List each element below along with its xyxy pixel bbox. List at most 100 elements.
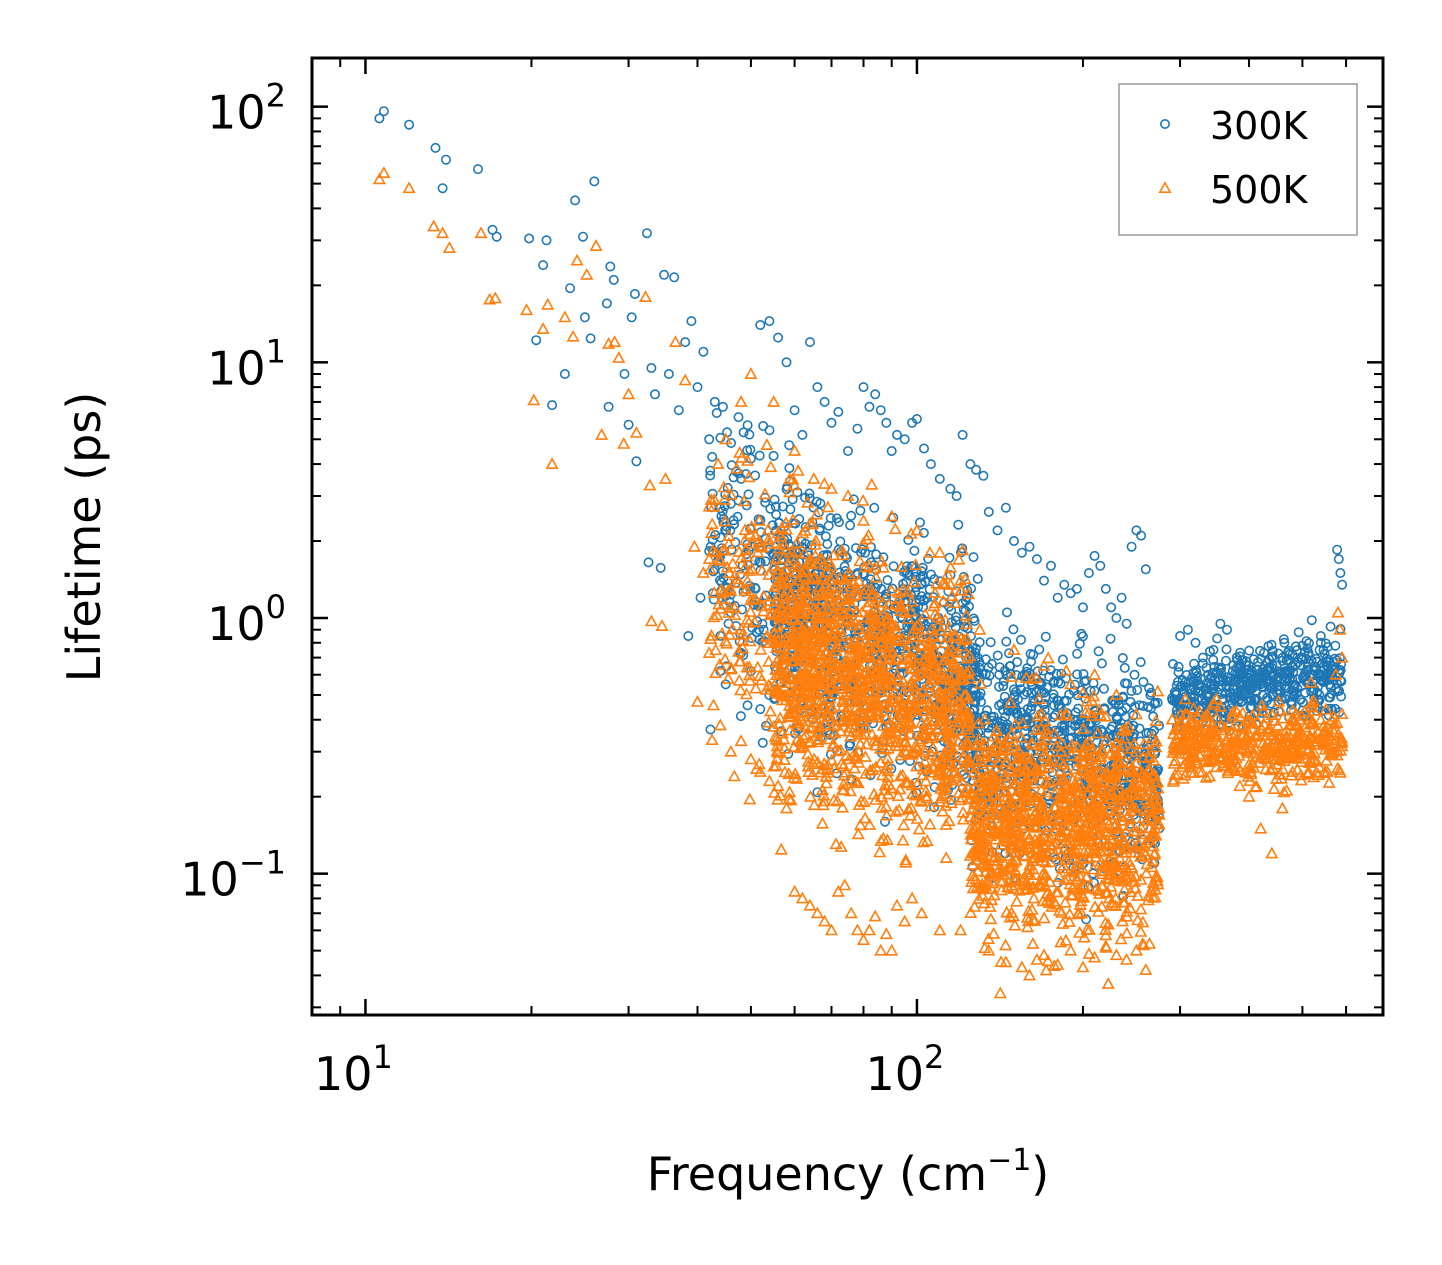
point-300K [1001, 607, 1012, 618]
point-300K [948, 758, 959, 769]
point-300K [1111, 612, 1122, 623]
point-300K [773, 332, 784, 343]
point-300K [916, 591, 927, 602]
point-300K [1112, 714, 1123, 725]
point-300K [1177, 675, 1188, 686]
point-300K [1126, 685, 1137, 696]
point-300K [769, 494, 780, 505]
point-300K [974, 691, 985, 702]
point-300K [913, 601, 924, 612]
point-300K [833, 406, 844, 417]
point-300K [1083, 726, 1094, 737]
point-500K [894, 748, 908, 761]
point-300K [871, 549, 882, 560]
point-300K [1042, 682, 1053, 693]
point-300K [589, 176, 600, 187]
point-300K [882, 575, 893, 586]
point-300K [1333, 554, 1344, 565]
point-300K [1337, 579, 1348, 590]
point-300K [1048, 689, 1059, 700]
point-300K [819, 396, 830, 407]
point-300K [755, 319, 766, 330]
point-300K [1325, 621, 1336, 632]
point-300K [1021, 687, 1032, 698]
point-300K [1279, 637, 1290, 648]
data-points [372, 106, 1349, 999]
point-300K [1046, 560, 1057, 571]
point-500K [779, 542, 793, 555]
point-300K [714, 575, 725, 586]
point-300K [378, 106, 389, 117]
point-500K [880, 833, 894, 846]
point-300K [929, 802, 940, 813]
point-300K [735, 711, 746, 722]
point-300K [1025, 704, 1036, 715]
point-300K [733, 412, 744, 423]
point-300K [992, 525, 1003, 536]
point-300K [1175, 630, 1186, 641]
point-300K [994, 669, 1005, 680]
point-300K [1246, 668, 1257, 679]
point-300K [1169, 686, 1180, 697]
point-300K [570, 195, 581, 206]
point-300K [968, 552, 979, 563]
point-300K [1106, 602, 1117, 613]
point-300K [1096, 658, 1107, 669]
point-500K [784, 793, 798, 806]
point-300K [1072, 648, 1083, 659]
point-300K [1135, 657, 1146, 668]
point-300K [1216, 662, 1227, 673]
point-300K [1128, 710, 1139, 721]
point-300K [531, 335, 542, 346]
point-300K [605, 261, 616, 272]
point-300K [1119, 662, 1130, 673]
point-300K [1040, 631, 1051, 642]
point-300K [1121, 618, 1132, 629]
point-300K [909, 545, 920, 556]
point-300K [1255, 679, 1266, 690]
point-300K [711, 407, 722, 418]
point-300K [978, 470, 989, 481]
point-300K [1176, 680, 1187, 691]
point-300K [663, 368, 674, 379]
point-300K [1105, 724, 1116, 735]
point-300K [1315, 630, 1326, 641]
point-300K [1295, 694, 1306, 705]
point-300K [1010, 708, 1021, 719]
point-300K [842, 445, 853, 456]
series-500K [372, 166, 1349, 999]
point-300K [1052, 592, 1063, 603]
point-300K [800, 522, 811, 533]
point-300K [623, 419, 634, 430]
point-300K [848, 494, 859, 505]
point-300K [538, 260, 549, 271]
point-300K [852, 423, 863, 434]
point-300K [994, 662, 1005, 673]
point-300K [1290, 641, 1301, 652]
point-500K [958, 689, 972, 702]
point-300K [945, 483, 956, 494]
point-300K [1144, 683, 1155, 694]
point-300K [695, 592, 706, 603]
point-300K [960, 605, 971, 616]
point-300K [717, 401, 728, 412]
point-300K [972, 573, 983, 584]
point-300K [1019, 669, 1030, 680]
point-300K [1026, 701, 1037, 712]
point-300K [898, 578, 909, 589]
point-500K [869, 570, 883, 583]
point-300K [876, 583, 887, 594]
point-500K [944, 796, 959, 809]
point-300K [970, 643, 981, 654]
point-300K [1025, 648, 1036, 659]
point-300K [965, 459, 976, 470]
point-300K [547, 400, 558, 411]
point-300K [1003, 648, 1014, 659]
point-300K [1316, 675, 1327, 686]
point-300K [1199, 683, 1210, 694]
point-300K [1330, 662, 1341, 673]
point-300K [918, 443, 929, 454]
point-300K [1066, 732, 1077, 743]
point-300K [1215, 618, 1226, 629]
point-300K [881, 591, 892, 602]
